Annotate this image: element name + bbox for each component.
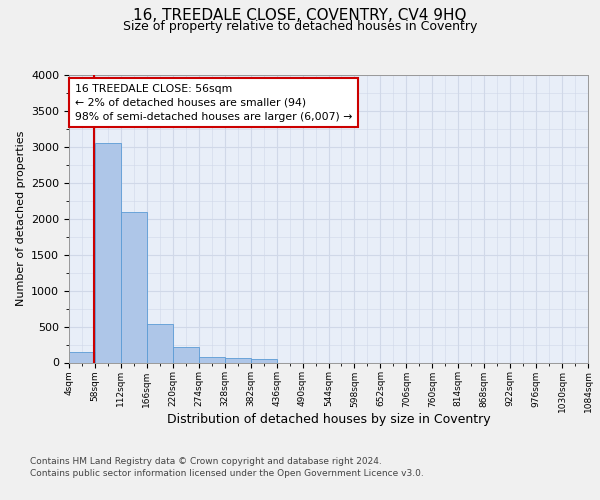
- Text: Contains public sector information licensed under the Open Government Licence v3: Contains public sector information licen…: [30, 469, 424, 478]
- Text: 16, TREEDALE CLOSE, COVENTRY, CV4 9HQ: 16, TREEDALE CLOSE, COVENTRY, CV4 9HQ: [133, 8, 467, 22]
- Bar: [251, 358, 277, 362]
- Bar: [121, 212, 147, 362]
- Text: Size of property relative to detached houses in Coventry: Size of property relative to detached ho…: [123, 20, 477, 33]
- Text: Contains HM Land Registry data © Crown copyright and database right 2024.: Contains HM Land Registry data © Crown c…: [30, 458, 382, 466]
- Bar: [173, 348, 199, 362]
- Bar: [199, 357, 224, 362]
- Text: Distribution of detached houses by size in Coventry: Distribution of detached houses by size …: [167, 412, 491, 426]
- Y-axis label: Number of detached properties: Number of detached properties: [16, 131, 26, 306]
- Bar: [147, 324, 173, 362]
- Bar: [69, 352, 95, 362]
- Bar: [95, 144, 121, 362]
- Text: 16 TREEDALE CLOSE: 56sqm
← 2% of detached houses are smaller (94)
98% of semi-de: 16 TREEDALE CLOSE: 56sqm ← 2% of detache…: [75, 84, 352, 122]
- Bar: [225, 358, 251, 362]
